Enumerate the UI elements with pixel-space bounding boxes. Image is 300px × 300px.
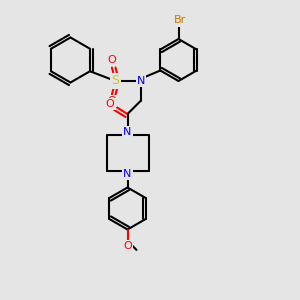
Text: N: N — [123, 169, 132, 179]
Text: O: O — [123, 241, 132, 251]
Text: N: N — [137, 76, 145, 86]
Text: O: O — [107, 96, 116, 106]
Text: Br: Br — [174, 15, 186, 26]
Text: O: O — [107, 55, 116, 65]
Text: O: O — [106, 99, 115, 109]
Text: N: N — [123, 127, 132, 137]
Text: S: S — [112, 74, 119, 88]
